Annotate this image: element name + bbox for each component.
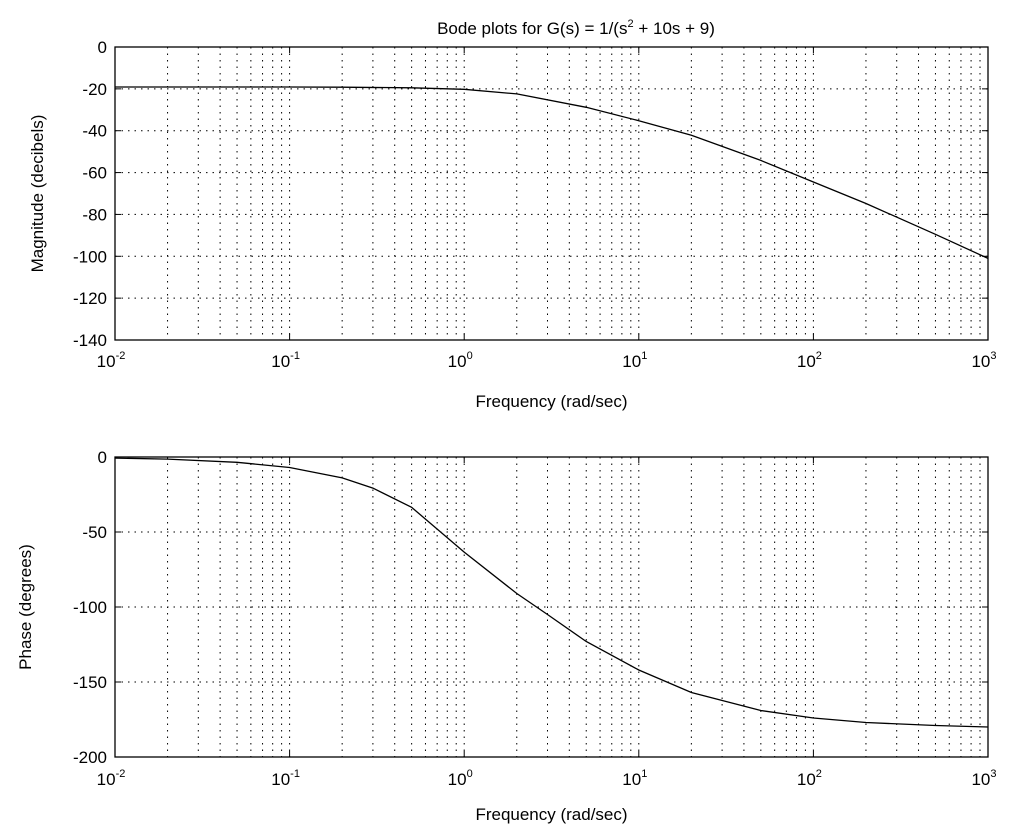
x-tick-label: 103 <box>971 768 996 789</box>
y-axis-label: Magnitude (decibels) <box>28 115 47 273</box>
x-tick-label: 101 <box>622 768 647 789</box>
x-axis-label: Frequency (rad/sec) <box>475 805 627 824</box>
axes-frame <box>114 46 989 341</box>
x-tick-label: 101 <box>622 350 647 371</box>
y-tick-label: -150 <box>73 673 107 692</box>
figure-title: Bode plots for G(s) = 1/(s2 + 10s + 9) <box>437 18 715 38</box>
y-axis-label: Phase (degrees) <box>16 544 35 670</box>
phase-curve <box>114 457 989 728</box>
title-suffix: + 10s + 9) <box>634 19 715 38</box>
x-tick-label: 100 <box>448 350 473 371</box>
x-tick-label: 100 <box>448 768 473 789</box>
x-tick-label: 10-1 <box>271 350 300 371</box>
x-axis-label: Frequency (rad/sec) <box>475 392 627 411</box>
y-tick-label: -40 <box>82 122 107 141</box>
magnitude-curve <box>115 86 989 259</box>
x-tick-label: 10-2 <box>97 350 126 371</box>
y-tick-label: -80 <box>82 205 107 224</box>
title-prefix: Bode plots for G(s) = 1/(s <box>437 19 627 38</box>
x-tick-label: 103 <box>971 350 996 371</box>
y-tick-label: 0 <box>98 38 107 57</box>
x-tick-label: 102 <box>797 768 822 789</box>
y-tick-label: -100 <box>73 247 107 266</box>
y-tick-label: -50 <box>82 523 107 542</box>
y-tick-label: -20 <box>82 80 107 99</box>
y-tick-label: -200 <box>73 748 107 767</box>
y-tick-label: -60 <box>82 164 107 183</box>
x-tick-label: 10-1 <box>271 768 300 789</box>
y-tick-label: -100 <box>73 598 107 617</box>
x-tick-label: 10-2 <box>97 768 126 789</box>
y-tick-label: -120 <box>73 289 107 308</box>
y-tick-label: -140 <box>73 331 107 350</box>
x-tick-label: 102 <box>797 350 822 371</box>
title-power: 2 <box>627 18 633 30</box>
y-tick-label: 0 <box>98 448 107 467</box>
